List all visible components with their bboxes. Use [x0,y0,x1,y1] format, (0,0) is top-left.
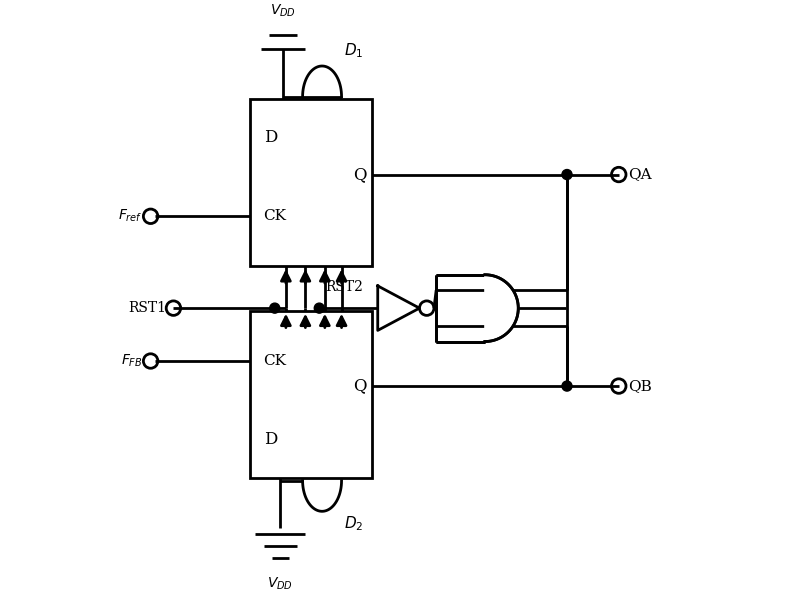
Bar [250,311,372,478]
Circle shape [270,303,280,313]
Circle shape [562,170,572,180]
Text: Q: Q [353,166,366,183]
Text: CK: CK [264,354,286,368]
Text: $F_{ref}$: $F_{ref}$ [118,208,142,224]
Text: QB: QB [628,379,652,393]
Bar [250,99,372,267]
Text: Q: Q [353,378,366,394]
Text: $V_{DD}$: $V_{DD}$ [270,2,296,18]
Text: CK: CK [264,209,286,223]
Text: D: D [264,129,277,146]
Text: QA: QA [628,168,652,181]
Circle shape [562,381,572,391]
Polygon shape [485,275,518,342]
Text: $D_1$: $D_1$ [344,42,364,61]
Text: $V_{DD}$: $V_{DD}$ [267,575,294,592]
Text: $F_{FB}$: $F_{FB}$ [121,353,142,369]
Text: RST1: RST1 [128,301,166,315]
Text: $D_2$: $D_2$ [344,514,364,533]
Text: RST2: RST2 [325,280,362,294]
Circle shape [314,303,324,313]
Text: D: D [264,431,277,448]
Polygon shape [378,286,419,330]
